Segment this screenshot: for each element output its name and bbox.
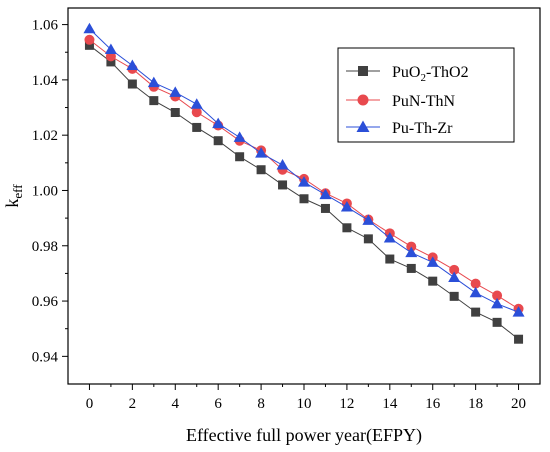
x-tick-label: 16 — [425, 396, 441, 412]
y-tick-label: 1.00 — [32, 183, 58, 199]
legend-marker-triangle — [356, 120, 370, 132]
x-tick-label: 6 — [214, 396, 222, 412]
data-point-circle — [191, 107, 202, 118]
data-point-triangle — [190, 98, 203, 109]
data-point-triangle — [169, 86, 182, 97]
x-tick-label: 10 — [297, 396, 312, 412]
data-point-square — [471, 307, 481, 317]
series-2 — [83, 22, 525, 317]
y-axis-title-main: k — [2, 199, 22, 208]
legend-entry-pu-th-zr: Pu-Th-Zr — [346, 120, 453, 137]
x-tick-label: 2 — [129, 396, 137, 412]
legend-label-pun-thn: PuN-ThN — [392, 93, 456, 110]
data-point-square — [385, 254, 395, 264]
legend-box — [337, 47, 515, 143]
x-tick-label: 12 — [339, 396, 354, 412]
legend-label-puo2-subscript: 2 — [420, 72, 426, 84]
data-point-triangle — [298, 176, 310, 187]
legend-entry-puo2-tho2: PuO2-ThO2 — [346, 64, 469, 84]
data-point-triangle — [147, 76, 160, 88]
data-point-square — [514, 334, 524, 344]
x-tick-label: 0 — [86, 396, 94, 412]
data-point-square — [149, 96, 159, 106]
legend-label-puo2-tho2: PuO2-ThO2 — [392, 64, 469, 84]
data-point-triangle — [233, 131, 246, 142]
data-point-triangle — [340, 201, 353, 212]
data-point-triangle — [276, 159, 289, 170]
data-point-square — [320, 203, 330, 213]
legend-label-puo2-rest: -ThO2 — [426, 64, 469, 81]
data-point-triangle — [512, 306, 525, 317]
data-point-square — [235, 152, 245, 162]
data-point-circle — [470, 278, 481, 289]
data-point-circle — [84, 34, 95, 45]
x-axis-ticks: 0 2 4 6 8 10 12 14 16 18 20 — [86, 384, 526, 412]
data-point-square — [492, 317, 502, 327]
data-point-triangle — [469, 286, 482, 298]
y-axis-title-subscript: eff — [10, 184, 25, 199]
legend-label-pu-th-zr: Pu-Th-Zr — [392, 120, 453, 137]
y-tick-label: 1.06 — [32, 18, 59, 34]
data-point-square — [406, 263, 416, 273]
data-point-square — [127, 79, 137, 89]
data-point-square — [428, 276, 438, 286]
data-point-circle — [406, 241, 417, 252]
x-tick-label: 18 — [468, 396, 483, 412]
series-0 — [84, 40, 524, 344]
data-point-square — [170, 108, 180, 118]
data-point-triangle — [83, 22, 96, 34]
data-point-triangle — [255, 147, 268, 158]
data-point-triangle — [383, 232, 396, 243]
data-point-circle — [492, 290, 503, 301]
data-point-square — [106, 57, 116, 67]
y-axis-title: keff — [2, 184, 25, 208]
data-point-square — [299, 194, 309, 204]
legend-marker-circle — [357, 94, 369, 106]
data-point-square — [84, 40, 94, 50]
data-point-square — [213, 136, 223, 146]
legend-label-puo2-main: PuO — [392, 64, 420, 81]
series-layer — [83, 22, 525, 344]
data-point-triangle — [362, 214, 375, 225]
data-point-square — [449, 291, 459, 301]
data-point-triangle — [212, 117, 225, 129]
x-tick-label: 4 — [172, 396, 180, 412]
legend: PuO2-ThO2 PuN-ThN Pu-Th-Zr — [337, 47, 515, 143]
legend-marker-square — [358, 66, 368, 76]
data-point-square — [278, 180, 288, 190]
data-point-triangle — [319, 188, 332, 200]
data-point-triangle — [126, 59, 139, 71]
data-point-square — [192, 122, 202, 132]
x-tick-label: 14 — [382, 396, 398, 412]
data-point-square — [363, 234, 373, 244]
data-point-square — [342, 223, 352, 233]
y-tick-label: 0.94 — [32, 349, 59, 365]
data-point-triangle — [448, 271, 461, 283]
y-tick-label: 0.96 — [32, 294, 59, 310]
y-tick-label: 1.02 — [32, 128, 58, 144]
y-tick-label: 1.04 — [32, 73, 59, 89]
x-tick-label: 8 — [257, 396, 265, 412]
data-point-triangle — [405, 246, 418, 258]
data-point-square — [256, 165, 266, 175]
legend-entry-pun-thn: PuN-ThN — [346, 93, 456, 110]
data-point-circle — [449, 264, 460, 275]
data-point-triangle — [426, 256, 439, 267]
data-point-triangle — [491, 297, 504, 309]
y-axis-ticks: 0.94 0.96 0.98 1.00 1.02 1.04 1.06 — [32, 18, 68, 365]
x-tick-label: 20 — [511, 396, 526, 412]
data-point-triangle — [104, 43, 117, 54]
y-tick-label: 0.98 — [32, 239, 58, 255]
x-axis-title: Effective full power year(EFPY) — [186, 425, 422, 446]
